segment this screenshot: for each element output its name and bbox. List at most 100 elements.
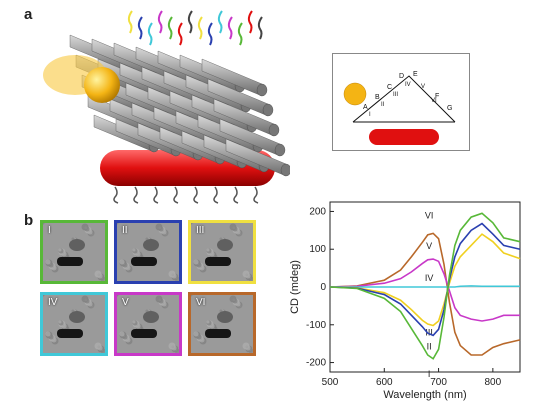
series-label: IV [425,273,434,283]
tem-micrograph [191,223,253,281]
y-tick-label: 100 [309,244,326,255]
dna-strand [147,22,153,46]
x-tick-label: 600 [376,377,393,388]
x-tick-label: 800 [485,377,502,388]
helix-end [256,83,268,97]
series-label: III [425,328,433,338]
tem-image-tile: I [40,220,108,284]
y-tick-label: 0 [320,282,326,293]
dna-strand [257,16,263,40]
dna-strand [187,10,193,34]
helix-end [280,163,290,177]
x-tick-label: 700 [430,377,447,388]
dna-strand [157,10,163,34]
nanoparticle-image [69,239,85,251]
schematic-letter: B [375,94,380,101]
dna-strand [207,22,213,46]
nanoparticle-image [143,311,159,323]
dna-strand [237,22,243,46]
nanorod-image [205,329,231,338]
panel-label-b: b [24,212,34,229]
schematic-letter: D [399,73,404,80]
tem-image-tile: VI [188,292,256,356]
dna-strand [227,16,233,40]
tem-tile-label: V [122,297,129,308]
tem-micrograph [117,295,179,353]
tem-tile-label: VI [196,297,206,308]
helix-end [262,103,274,117]
helix-end [268,123,280,137]
dna-anchor [213,186,219,204]
gold-nanoparticle [84,67,120,103]
origami-illustration [43,10,290,204]
panel-label-a: a [24,6,33,23]
schematic-numeral: V [421,84,425,90]
nanorod-image [205,257,231,266]
nanoparticle-image [217,311,233,323]
helix-bundle [69,34,290,177]
tem-micrograph [43,295,105,353]
dna-anchor [153,186,159,204]
tem-image-tile: III [188,220,256,284]
tem-tile-label: IV [48,297,58,308]
dna-anchor [113,186,119,204]
track-line [352,75,456,123]
y-axis-label: CD (mdeg) [289,260,301,314]
dna-anchor [253,186,259,204]
schematic-letter: A [363,104,368,111]
dna-strand [217,10,223,34]
tem-image-tile: V [114,292,182,356]
nanorod-image [57,257,83,266]
series-line-IV [330,285,520,288]
helix-end [274,143,286,157]
tem-image-tile: II [114,220,182,284]
schematic-numeral: I [369,112,371,118]
schematic-letter: E [413,71,418,78]
x-axis-label: Wavelength (nm) [383,389,466,401]
tem-tile-label: II [122,225,128,236]
schematic-numeral: VI [431,98,437,104]
nanoparticle-image [143,239,159,251]
series-label: I [428,369,431,379]
nanorod-image [57,329,83,338]
gold-rod [369,129,439,145]
tem-image-tile: IV [40,292,108,356]
series-label: V [426,241,432,251]
tem-micrograph [117,223,179,281]
series-line-III [329,233,521,327]
dna-anchor [133,186,139,204]
series-label: II [427,341,432,351]
series-line-I [329,212,521,360]
schematic-numeral: II [381,102,385,108]
schematic-numeral: III [393,92,398,98]
nanoparticle-image [217,239,233,251]
tem-micrograph [191,295,253,353]
nanorod-image [131,257,157,266]
series-label: VI [425,210,434,220]
dna-anchor [173,186,179,204]
tem-micrograph [43,223,105,281]
walker-schematic: A B C D E F G I II III IV V VI [332,53,470,151]
dna-anchor [233,186,239,204]
dna-anchor [193,186,199,204]
x-tick-label: 500 [322,377,339,388]
dna-strand [167,16,173,40]
dna-strand [197,16,203,40]
dna-strand [177,22,183,46]
nanorod-image [131,329,157,338]
gold-sphere [343,82,367,106]
series-line-V [329,258,520,322]
y-tick-label: -200 [306,358,326,369]
schematic-letter: F [435,93,439,100]
nanoparticle-image [69,311,85,323]
dna-strand [127,10,133,34]
y-tick-label: -100 [306,320,326,331]
tem-tile-label: I [48,225,51,236]
tem-tile-label: III [196,225,205,236]
dna-strands [113,10,263,204]
series-line-VI [329,232,521,356]
schematic-numeral: IV [405,82,411,88]
y-tick-label: 200 [309,206,326,217]
dna-strand [137,16,143,40]
